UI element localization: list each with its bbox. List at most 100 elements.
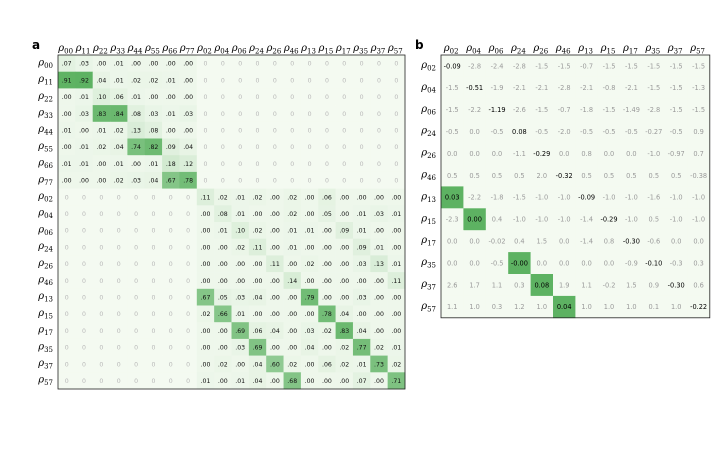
- heatmap-cell: [75, 71, 93, 89]
- cell-value-label: .00: [391, 228, 401, 235]
- row-label: ρ04: [420, 82, 436, 95]
- cell-value-label: 0: [360, 178, 364, 185]
- heatmap-cell: [110, 171, 128, 189]
- cell-value-label: -1.0: [513, 216, 526, 224]
- heatmap-cell: [620, 252, 643, 275]
- heatmap-cell: [214, 255, 232, 273]
- heatmap-cell: [553, 120, 576, 143]
- cell-value-label: 0: [273, 144, 277, 151]
- heatmap-cell: [352, 171, 371, 189]
- cell-value-label: .06: [114, 94, 124, 101]
- cell-value-label: 0.08: [534, 281, 549, 289]
- cell-value-label: 0: [394, 77, 398, 84]
- cell-value-label: .00: [79, 178, 89, 185]
- heatmap-cell: [231, 238, 250, 256]
- cell-value-label: .11: [253, 244, 263, 251]
- cell-value-label: 0: [342, 77, 346, 84]
- heatmap-cell: [75, 338, 93, 356]
- cell-value-label: 0: [186, 261, 190, 268]
- cell-value-label: 0: [186, 194, 190, 201]
- heatmap-cell: [248, 322, 267, 340]
- cell-value-label: .00: [131, 61, 141, 68]
- cell-value-label: .02: [287, 194, 297, 201]
- heatmap-cell: [231, 255, 250, 273]
- heatmap-cell: [352, 71, 371, 89]
- cell-value-label: 0.8: [604, 237, 615, 245]
- heatmap-cell: [335, 255, 354, 273]
- cell-value-label: .00: [322, 294, 332, 301]
- heatmap-cell: [110, 138, 128, 156]
- heatmap-cell: [597, 55, 621, 78]
- column-label: ρ24: [248, 43, 264, 56]
- cell-value-label: 1.0: [537, 303, 548, 311]
- cell-value-label: 0: [342, 127, 346, 134]
- heatmap-cell: [127, 322, 146, 340]
- row-label: ρ37: [420, 279, 436, 292]
- cell-value-label: 0: [308, 77, 312, 84]
- heatmap-cell: [441, 142, 464, 165]
- heatmap-cell: [92, 88, 111, 106]
- heatmap-cell: [248, 255, 267, 273]
- heatmap-cell: [370, 105, 388, 123]
- cell-value-label: -0.5: [580, 128, 593, 136]
- heatmap-cell: [387, 322, 406, 340]
- heatmap-cell: [231, 322, 250, 340]
- cell-value-label: -0.5: [625, 128, 638, 136]
- heatmap-cell: [179, 188, 198, 206]
- cell-value-label: .00: [391, 294, 401, 301]
- cell-value-label: .00: [166, 61, 176, 68]
- heatmap-panel-b: b -0.09 -2.8 -2.4 -2.8 -1.5 -1.5 -0.7 -1.5 -1.5 -1…: [415, 38, 711, 319]
- heatmap-cell: [318, 138, 336, 156]
- heatmap-cell: [318, 355, 336, 373]
- heatmap-cell: [144, 205, 163, 223]
- cell-value-label: .01: [357, 211, 367, 218]
- cell-value-label: 0: [169, 261, 173, 268]
- cell-value-label: -1.9: [491, 84, 504, 92]
- cell-value-label: 0: [377, 111, 381, 118]
- panel-label-b: b: [415, 38, 424, 52]
- column-label: ρ35: [644, 43, 660, 56]
- heatmap-cell: [370, 71, 388, 89]
- cell-value-label: .00: [201, 361, 211, 368]
- heatmap-cell: [231, 88, 250, 106]
- heatmap-cell: [248, 305, 267, 323]
- heatmap-cell: [214, 138, 232, 156]
- heatmap-cell: [300, 105, 319, 123]
- heatmap-cell: [162, 71, 180, 89]
- heatmap-cell: [352, 272, 371, 290]
- row-label: ρ17: [420, 235, 436, 248]
- cell-value-label: 0.0: [604, 150, 615, 158]
- cell-value-label: .78: [183, 178, 193, 185]
- heatmap-cell: [335, 121, 354, 139]
- cell-value-label: .02: [218, 194, 228, 201]
- cell-value-label: .03: [235, 294, 245, 301]
- heatmap-cell: [110, 322, 128, 340]
- cell-value-label: .00: [62, 144, 72, 151]
- heatmap-cell: [687, 142, 711, 165]
- heatmap-cell: [214, 71, 232, 89]
- cell-value-label: .00: [357, 194, 367, 201]
- heatmap-cell: [642, 98, 666, 121]
- cell-value-label: .02: [391, 361, 401, 368]
- heatmap-cell: [92, 121, 111, 139]
- heatmap-cell: [642, 186, 666, 209]
- heatmap-cell: [179, 171, 198, 189]
- heatmap-cell: [665, 230, 688, 253]
- heatmap-cell: [196, 288, 215, 306]
- heatmap-cell: [352, 255, 371, 273]
- cell-value-label: 0: [82, 345, 86, 352]
- heatmap-cell: [266, 222, 284, 239]
- cell-value-label: 0: [82, 244, 86, 251]
- cell-value-label: -0.5: [670, 128, 683, 136]
- cell-value-label: -0.5: [603, 128, 616, 136]
- cell-value-label: .03: [357, 261, 367, 268]
- heatmap-cell: [75, 355, 93, 373]
- heatmap-cell: [162, 305, 180, 323]
- cell-value-label: 0: [325, 77, 329, 84]
- heatmap-cell: [196, 272, 215, 290]
- heatmap-cell: [214, 372, 232, 390]
- heatmap-cell: [508, 186, 531, 209]
- cell-value-label: 0: [290, 144, 294, 151]
- heatmap-cell: [179, 288, 198, 306]
- heatmap-cell: [214, 88, 232, 106]
